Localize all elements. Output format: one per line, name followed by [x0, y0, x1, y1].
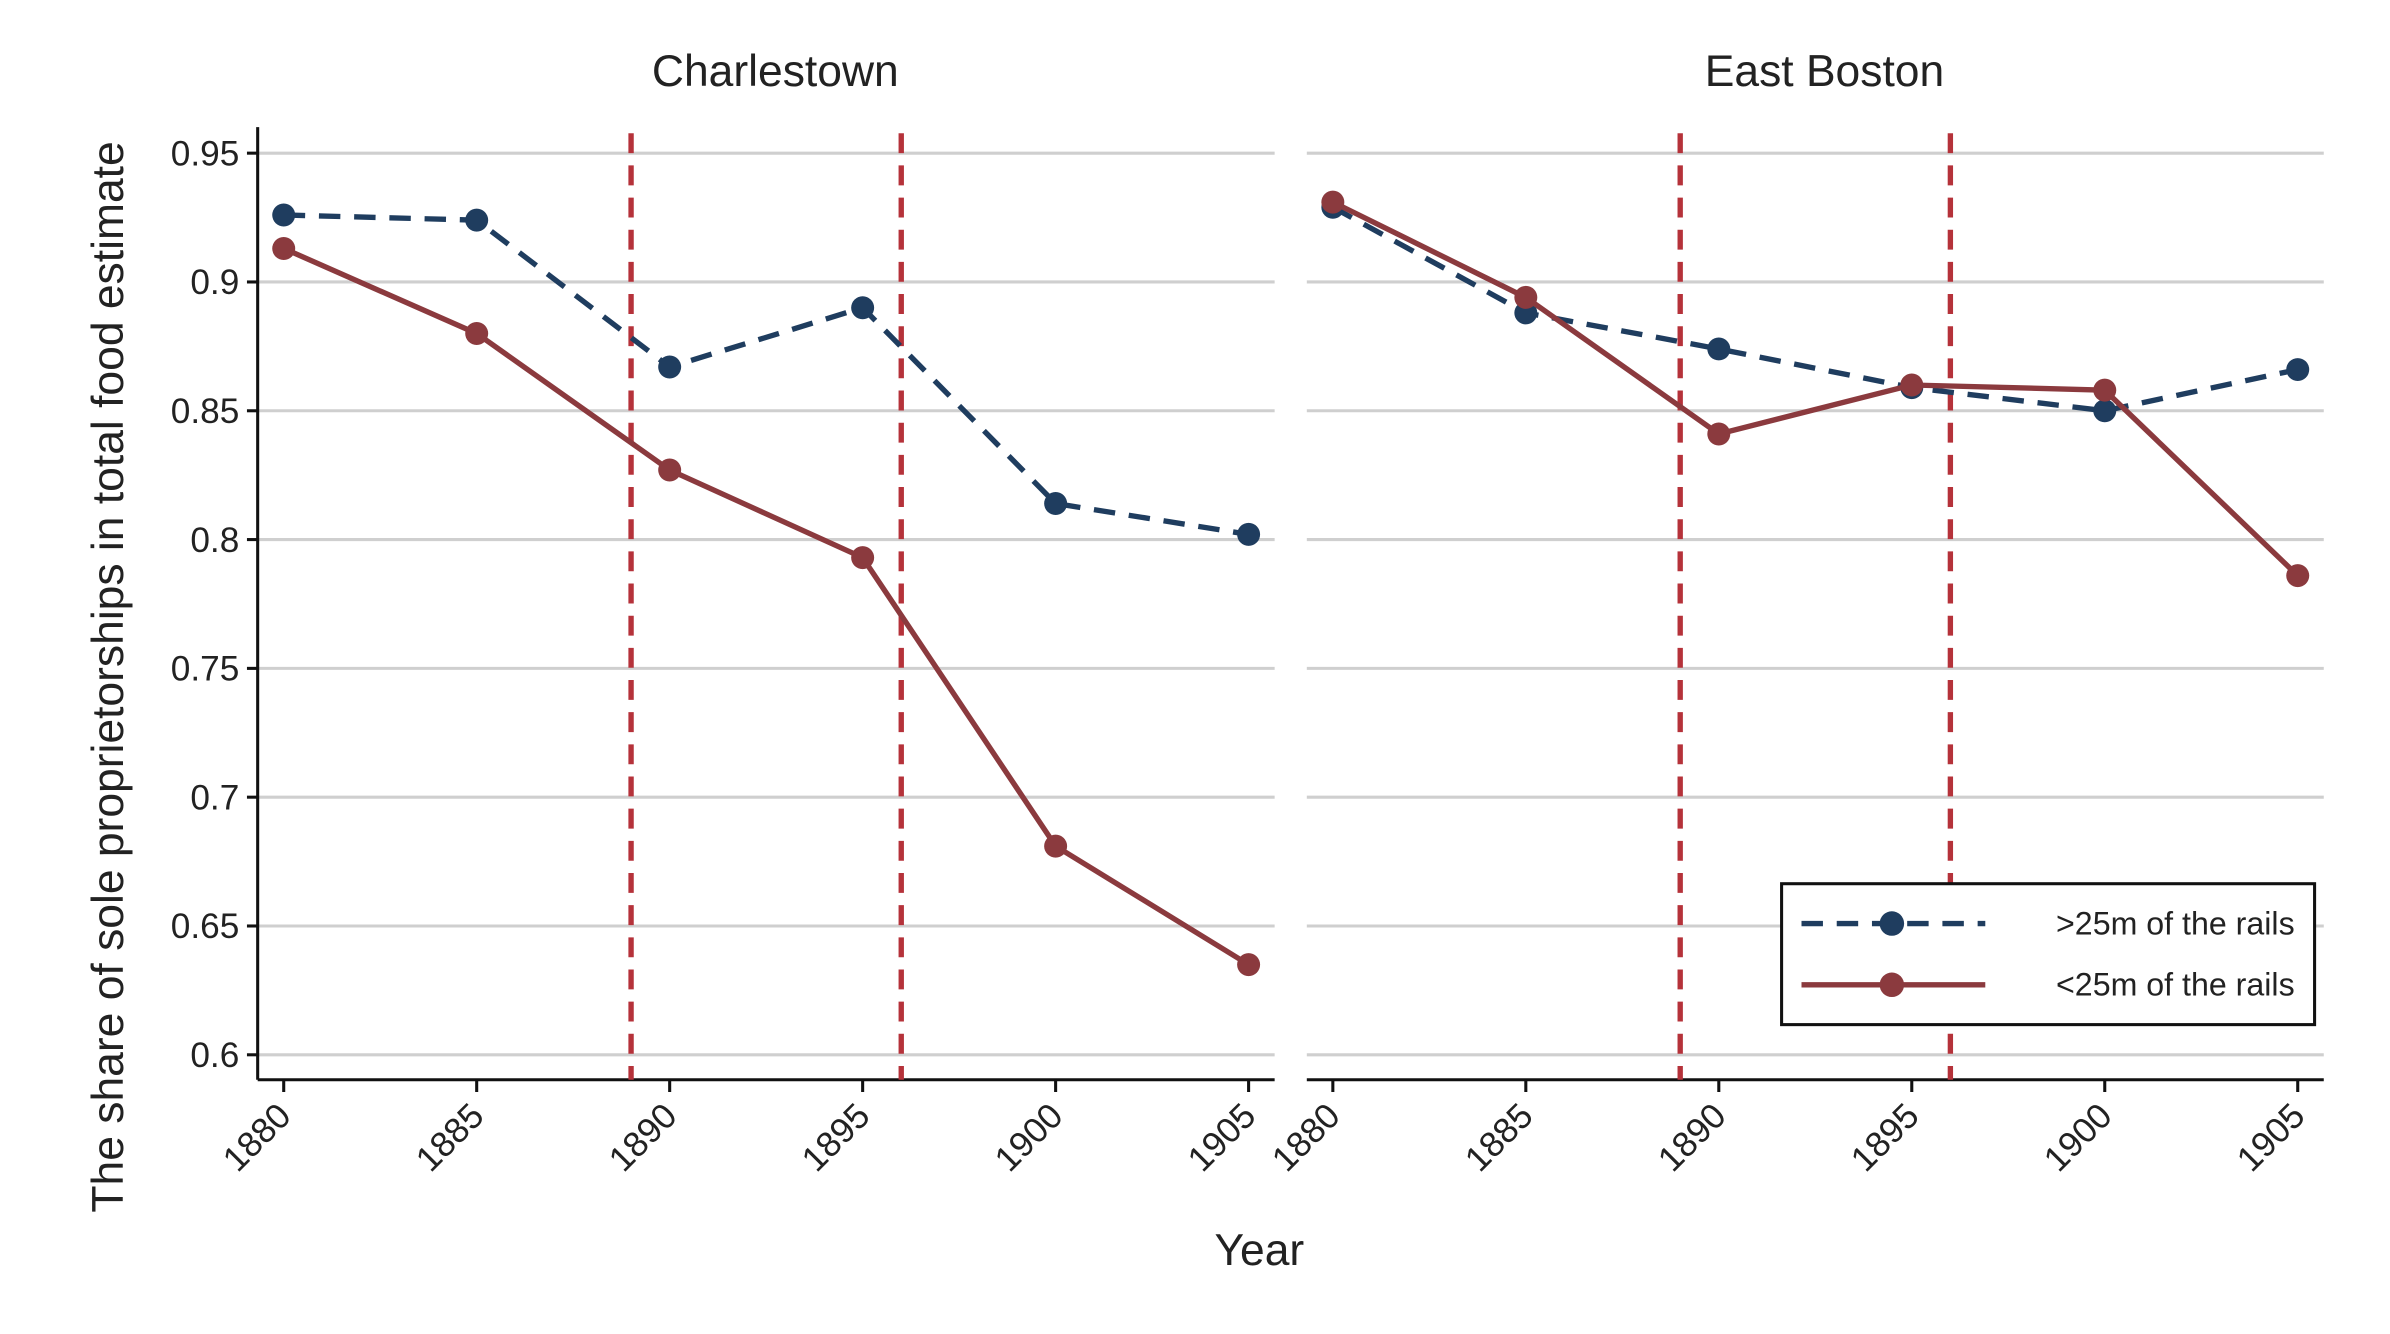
data-point — [851, 296, 875, 320]
x-tick-label: 1885 — [409, 1096, 492, 1179]
series-line-near — [1331, 199, 2300, 578]
data-point — [1044, 834, 1068, 858]
panel-0: Charlestown 0.6 0.65 0.7 0.75 0.8 0.85 0.9 0.95 1… — [171, 47, 1275, 1179]
y-tick-label: 0.7 — [190, 778, 239, 817]
x-tick-label: 1895 — [795, 1096, 878, 1179]
legend: >25m of the rails <25m of the rails — [1780, 882, 2317, 1027]
data-point — [272, 236, 296, 260]
data-point — [1514, 285, 1538, 309]
y-tick-label: 0.75 — [171, 650, 240, 689]
y-axis-label: The share of sole proprietorships in tot… — [84, 141, 133, 1212]
x-tick-label: 1880 — [1265, 1096, 1348, 1179]
data-point — [1321, 190, 1345, 214]
data-point — [2286, 358, 2310, 382]
panel-title: Charlestown — [652, 47, 899, 96]
series-line-far — [1331, 204, 2299, 414]
y-tick-label: 0.9 — [190, 263, 239, 302]
data-point — [1237, 522, 1261, 546]
data-point — [658, 355, 682, 379]
x-tick-label: 1905 — [1180, 1096, 1263, 1179]
data-point — [2286, 564, 2310, 588]
data-point — [1900, 373, 1924, 397]
data-point — [1707, 337, 1731, 361]
x-tick-label: 1880 — [216, 1096, 299, 1179]
x-tick-label: 1895 — [1844, 1096, 1927, 1179]
legend-label-near: <25m of the rails — [2056, 967, 2295, 1003]
x-tick-label: 1890 — [602, 1096, 685, 1179]
panel-title: East Boston — [1705, 47, 1944, 96]
data-point — [2093, 378, 2117, 402]
x-tick-label: 1900 — [987, 1096, 1070, 1179]
data-point — [2093, 399, 2117, 423]
series-line-far — [283, 212, 1250, 538]
x-tick-label: 1900 — [2037, 1096, 2120, 1179]
x-tick-label: 1905 — [2230, 1096, 2313, 1179]
series-line-near — [282, 246, 1251, 967]
x-axis-label: Year — [1214, 1226, 1304, 1275]
x-tick-label: 1885 — [1458, 1096, 1541, 1179]
legend-marker-near — [1879, 972, 1905, 998]
data-point — [1044, 492, 1068, 515]
data-point — [658, 458, 682, 482]
y-tick-label: 0.6 — [190, 1036, 239, 1075]
data-point — [1237, 953, 1261, 977]
y-tick-label: 0.8 — [190, 521, 239, 560]
data-point — [1707, 422, 1731, 446]
data-point — [272, 203, 296, 227]
y-tick-label: 0.85 — [171, 392, 240, 431]
data-point — [851, 546, 875, 570]
legend-label-far: >25m of the rails — [2056, 905, 2295, 941]
data-point — [465, 321, 489, 345]
y-tick-label: 0.65 — [171, 907, 240, 946]
data-point — [465, 208, 489, 232]
legend-marker-far — [1879, 911, 1905, 936]
y-tick-label: 0.95 — [171, 134, 240, 173]
x-tick-label: 1890 — [1651, 1096, 1734, 1179]
